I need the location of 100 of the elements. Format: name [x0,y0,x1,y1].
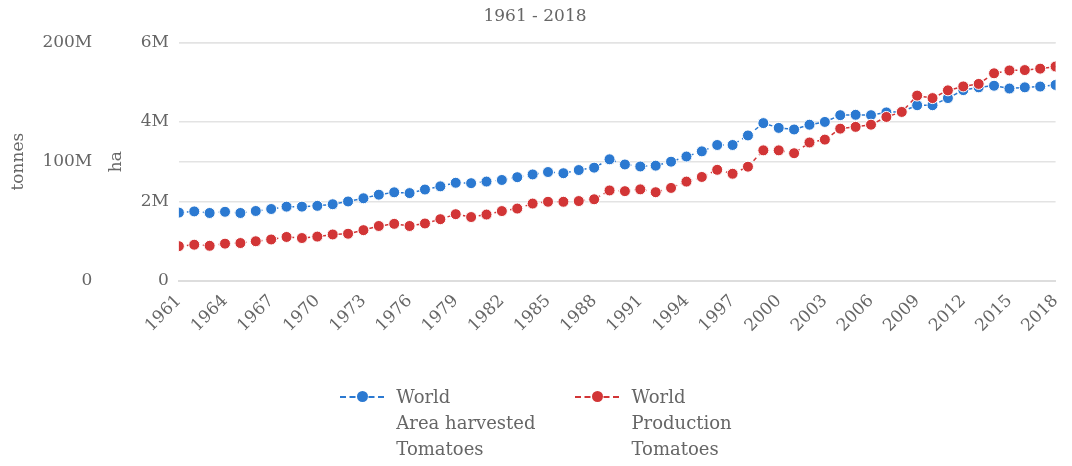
point [480,175,493,188]
y2-axis-title: tonnes [6,132,27,191]
point [634,183,647,196]
point [203,239,216,252]
point [557,195,570,208]
point [911,99,924,112]
point [665,155,678,168]
point [434,213,447,226]
point [803,118,816,131]
point [326,198,339,211]
point [711,138,724,151]
y2-tick-label: 0 [81,269,93,290]
point [788,147,801,160]
point [726,167,739,180]
point [972,77,985,90]
point [695,170,708,183]
point [511,202,524,215]
point [849,120,862,133]
point [741,160,754,173]
point [434,180,447,193]
point [511,171,524,184]
point [311,230,324,243]
point [372,219,385,232]
point [834,122,847,135]
point [634,160,647,173]
point [726,138,739,151]
point [988,67,1001,80]
point [357,224,370,237]
point [542,166,555,179]
point [280,230,293,243]
point [357,192,370,205]
point [234,237,247,250]
point [911,89,924,102]
point [849,108,862,121]
point [865,118,878,131]
point [1018,81,1031,94]
point [295,200,308,213]
point [203,206,216,219]
point [249,205,262,217]
point [403,219,416,232]
point [788,123,801,136]
point [1018,64,1031,77]
point [326,228,339,241]
point [957,80,970,93]
point [219,237,232,250]
point [295,232,308,245]
point [680,175,693,188]
point [403,187,416,200]
point [188,205,201,218]
point [1034,80,1047,93]
point [1003,82,1016,95]
point [1034,62,1047,75]
y2-tick-label: 200M [42,30,93,51]
point [649,159,662,172]
point [342,227,355,240]
point [926,92,939,105]
point [480,208,493,221]
point [388,186,401,199]
point [603,153,616,166]
point [465,211,478,224]
point [572,195,585,208]
point [572,164,585,177]
point [649,186,662,199]
point [465,177,478,190]
legend-label: World Area harvested Tomatoes [396,385,536,461]
point [711,163,724,176]
y2-tick-label: 100M [42,150,93,171]
legend-label: World Production Tomatoes [631,385,732,461]
point [588,193,601,206]
point [495,205,508,218]
y-axis-title: ha [104,151,125,173]
point [449,208,462,221]
point [1003,64,1016,77]
point [265,203,278,216]
point [542,195,555,208]
point [526,197,539,210]
point [988,79,1001,92]
point [834,109,847,122]
point [603,184,616,197]
point [265,233,278,246]
point [372,188,385,201]
point [772,121,785,134]
point [741,129,754,142]
point [388,217,401,230]
point [818,115,831,128]
point [526,168,539,181]
point [757,144,770,157]
point [557,167,570,180]
point [665,181,678,194]
point [772,144,785,157]
chart-title: 1961 - 2018 [483,4,587,25]
point [803,136,816,149]
point [311,199,324,212]
point [280,200,293,213]
point [618,158,631,171]
y-tick-label: 4M [140,110,169,131]
y-tick-label: 6M [140,30,169,51]
point [418,217,431,230]
point [588,161,601,174]
point [495,173,508,186]
